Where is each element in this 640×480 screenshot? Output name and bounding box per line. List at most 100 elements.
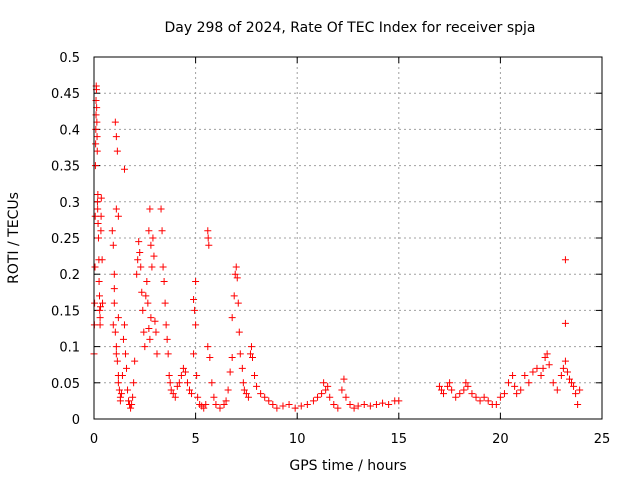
data-point — [162, 321, 170, 329]
data-point — [200, 404, 208, 412]
data-point — [93, 133, 101, 141]
data-point — [177, 372, 185, 380]
data-point — [561, 319, 569, 327]
data-point — [97, 227, 105, 235]
data-point — [496, 393, 504, 401]
data-point — [251, 372, 259, 380]
data-point — [521, 372, 529, 380]
data-point — [146, 205, 154, 213]
data-point — [247, 343, 255, 351]
data-point — [163, 335, 171, 343]
data-point — [226, 368, 234, 376]
data-point — [210, 393, 218, 401]
data-point — [134, 256, 142, 264]
data-point — [93, 198, 101, 206]
data-point — [110, 299, 118, 307]
data-point — [228, 314, 236, 322]
data-point — [141, 343, 149, 351]
data-point — [112, 350, 120, 358]
data-point — [285, 401, 293, 409]
data-point — [183, 379, 191, 387]
data-point — [244, 393, 252, 401]
data-point — [529, 368, 537, 376]
data-point — [119, 335, 127, 343]
data-point — [484, 397, 492, 405]
data-point — [246, 350, 254, 358]
data-point — [151, 317, 159, 325]
data-point — [137, 263, 145, 271]
data-point — [125, 397, 133, 405]
data-point — [133, 270, 141, 278]
data-point — [559, 364, 567, 372]
data-point — [128, 401, 136, 409]
data-point — [239, 379, 247, 387]
data-point — [505, 379, 513, 387]
data-point — [234, 299, 242, 307]
data-point — [472, 393, 480, 401]
data-point — [444, 382, 452, 390]
data-point — [145, 227, 153, 235]
data-point — [303, 401, 311, 409]
data-point — [160, 277, 168, 285]
data-point — [124, 386, 132, 394]
y-tick-label: 0.15 — [51, 304, 80, 319]
data-point — [96, 306, 104, 314]
data-point — [116, 397, 124, 405]
data-point — [97, 303, 105, 311]
data-point — [96, 321, 104, 329]
data-point — [452, 393, 460, 401]
data-point — [279, 402, 287, 410]
data-point — [309, 397, 317, 405]
data-point — [395, 397, 403, 405]
data-point — [216, 404, 224, 412]
data-point — [120, 321, 128, 329]
data-point — [539, 364, 547, 372]
data-point — [112, 343, 120, 351]
y-tick-label: 0.1 — [59, 341, 80, 356]
data-point — [346, 401, 354, 409]
data-point — [179, 364, 187, 372]
data-point — [165, 372, 173, 380]
data-point — [322, 386, 330, 394]
data-point — [204, 227, 212, 235]
data-point — [97, 194, 105, 202]
data-point — [238, 364, 246, 372]
data-point — [553, 386, 561, 394]
data-point — [95, 292, 103, 300]
y-tick-label: 0 — [72, 413, 80, 428]
data-point — [110, 270, 118, 278]
data-point — [149, 234, 157, 242]
data-point — [440, 390, 448, 398]
data-point — [261, 393, 269, 401]
data-point — [385, 401, 393, 409]
data-point — [576, 386, 584, 394]
data-point — [537, 372, 545, 380]
data-point — [492, 401, 500, 409]
data-point — [205, 241, 213, 249]
data-point — [314, 393, 322, 401]
data-point — [144, 299, 152, 307]
x-tick-label: 15 — [391, 432, 408, 447]
data-point — [460, 386, 468, 394]
data-point — [111, 118, 119, 126]
data-point — [152, 328, 160, 336]
data-point — [181, 368, 189, 376]
data-point — [476, 397, 484, 405]
data-point — [94, 220, 102, 228]
data-point — [92, 140, 100, 148]
data-point — [138, 288, 146, 296]
x-axis-title: GPS time / hours — [289, 458, 406, 474]
data-point — [561, 256, 569, 264]
tick-labels: 0 5 10 15 20 25 0 0.05 0.1 0.15 0.2 0.25 0.3 0.35 0.4 0… — [51, 51, 610, 447]
data-point — [91, 299, 99, 307]
data-point — [157, 205, 165, 213]
data-point — [541, 353, 549, 361]
data-point — [112, 133, 120, 141]
data-point — [158, 227, 166, 235]
data-point — [204, 234, 212, 242]
data-point — [96, 314, 104, 322]
data-point — [169, 390, 177, 398]
data-point — [97, 212, 105, 220]
data-point — [161, 299, 169, 307]
